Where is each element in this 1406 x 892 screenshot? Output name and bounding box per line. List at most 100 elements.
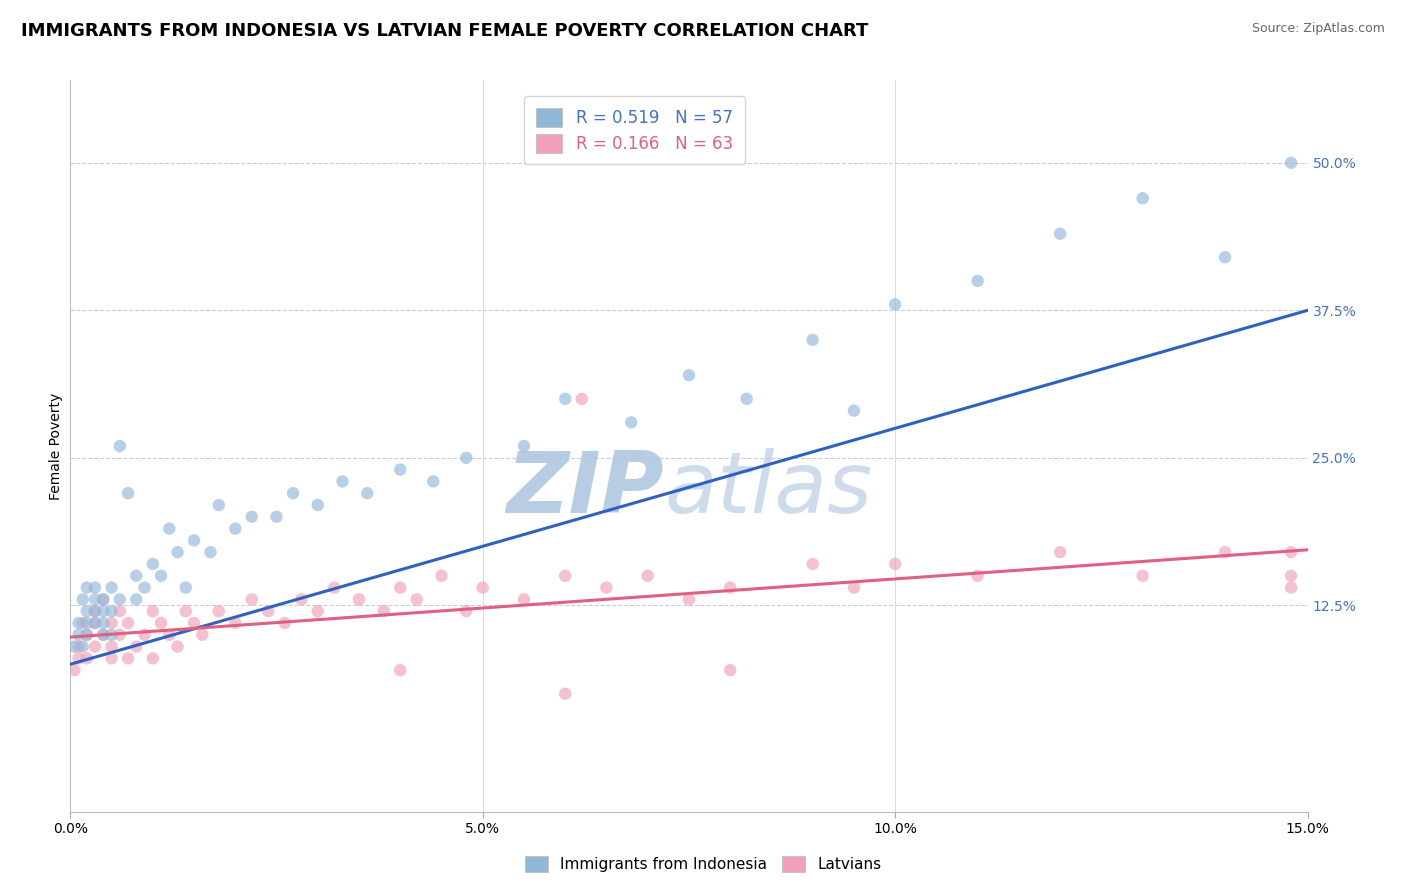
Point (150, 568, 173, 582)
Point (1213, 250, 1236, 264)
Point (257, 604, 280, 618)
Point (84, 615, 107, 630)
Point (117, 486, 139, 500)
Point (91, 628, 114, 642)
Point (125, 592, 148, 607)
Point (117, 615, 139, 630)
Point (166, 545, 188, 559)
Point (307, 604, 329, 618)
Point (67, 615, 90, 630)
Point (100, 651, 122, 665)
Point (100, 581, 122, 595)
Point (373, 604, 395, 618)
Point (678, 592, 700, 607)
Point (1279, 581, 1302, 595)
Point (595, 581, 617, 595)
Point (76, 628, 98, 642)
Point (801, 333, 824, 347)
Point (1132, 568, 1154, 582)
Point (554, 392, 576, 406)
Text: atlas: atlas (664, 449, 872, 532)
Point (125, 568, 148, 582)
Point (72, 640, 94, 654)
Point (554, 687, 576, 701)
Text: ZIP: ZIP (506, 449, 664, 532)
Point (571, 392, 593, 406)
Point (1279, 156, 1302, 170)
Point (191, 628, 214, 642)
Point (389, 663, 412, 677)
Point (91, 628, 114, 642)
Point (208, 498, 231, 512)
Point (91, 592, 114, 607)
Text: IMMIGRANTS FROM INDONESIA VS LATVIAN FEMALE POVERTY CORRELATION CHART: IMMIGRANTS FROM INDONESIA VS LATVIAN FEM… (21, 22, 869, 40)
Point (134, 581, 156, 595)
Point (174, 581, 197, 595)
Point (1279, 568, 1302, 582)
Point (513, 439, 536, 453)
Point (884, 557, 907, 571)
Point (554, 568, 576, 582)
Point (84, 604, 107, 618)
Point (347, 592, 370, 607)
Point (208, 604, 231, 618)
Point (183, 533, 205, 548)
Point (422, 475, 444, 489)
Point (100, 640, 122, 654)
Point (100, 628, 122, 642)
Point (108, 604, 131, 618)
Point (332, 475, 354, 489)
Point (456, 450, 478, 465)
Point (76, 628, 98, 642)
Point (76, 651, 98, 665)
Point (100, 615, 122, 630)
Point (67, 640, 90, 654)
Point (183, 615, 205, 630)
Point (1279, 545, 1302, 559)
Point (84, 615, 107, 630)
Point (63, 640, 86, 654)
Point (1213, 545, 1236, 559)
Point (91, 592, 114, 607)
Point (735, 392, 758, 406)
Point (718, 663, 741, 677)
Point (76, 615, 98, 630)
Point (842, 403, 865, 417)
Point (323, 581, 346, 595)
Point (1049, 227, 1071, 241)
Point (84, 640, 107, 654)
Point (200, 545, 222, 559)
Point (966, 274, 988, 288)
Point (67, 651, 90, 665)
Y-axis label: Female Poverty: Female Poverty (49, 392, 63, 500)
Point (281, 486, 304, 500)
Point (84, 592, 107, 607)
Point (884, 297, 907, 311)
Point (513, 592, 536, 607)
Point (1132, 191, 1154, 205)
Point (389, 462, 412, 476)
Text: Source: ZipAtlas.com: Source: ZipAtlas.com (1251, 22, 1385, 36)
Point (405, 592, 427, 607)
Point (290, 592, 312, 607)
Point (84, 604, 107, 618)
Point (224, 522, 246, 536)
Point (108, 628, 131, 642)
Point (67, 628, 90, 642)
Point (157, 628, 180, 642)
Point (125, 640, 148, 654)
Point (142, 651, 165, 665)
Point (142, 604, 165, 618)
Point (100, 604, 122, 618)
Point (620, 416, 643, 430)
Point (430, 568, 453, 582)
Point (142, 557, 165, 571)
Point (801, 557, 824, 571)
Point (76, 581, 98, 595)
Point (91, 604, 114, 618)
Point (63, 663, 86, 677)
Point (174, 604, 197, 618)
Point (240, 509, 263, 524)
Legend: R = 0.519   N = 57, R = 0.166   N = 63: R = 0.519 N = 57, R = 0.166 N = 63 (524, 96, 745, 164)
Point (678, 368, 700, 383)
